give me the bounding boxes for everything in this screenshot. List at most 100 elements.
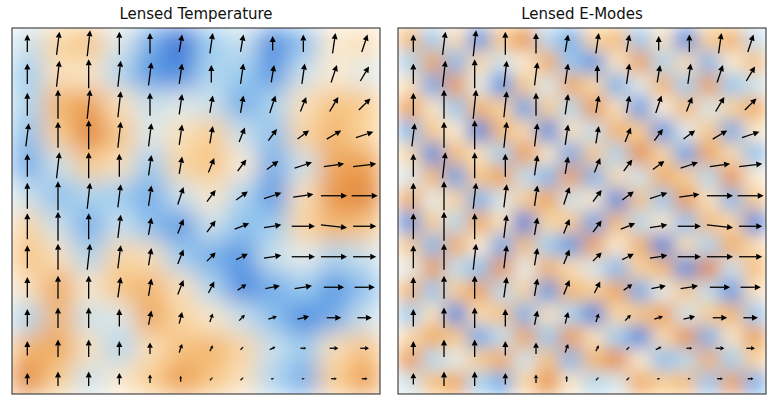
arrow: [55, 244, 61, 270]
heatmap-cell: [720, 303, 744, 326]
heatmap-cell: [513, 211, 537, 234]
heatmap-cell: [536, 303, 560, 326]
heatmap-cell: [513, 371, 537, 394]
heatmap-cell: [421, 371, 445, 394]
arrow: [410, 373, 416, 385]
arrow: [264, 253, 281, 259]
arrow: [241, 377, 244, 380]
heatmap-cell: [743, 348, 766, 371]
arrow: [473, 90, 479, 119]
arrow: [56, 61, 62, 87]
arrow: [472, 340, 478, 357]
heatmap-cell: [43, 333, 74, 364]
heatmap-cell: [165, 120, 196, 151]
arrow: [746, 67, 755, 81]
heatmap-cell: [398, 74, 422, 97]
arrow: [503, 91, 509, 117]
heatmap-cell: [651, 348, 675, 371]
arrow: [117, 245, 123, 268]
heatmap-cell: [559, 28, 583, 51]
arrow: [410, 213, 416, 239]
heatmap-cell: [628, 51, 652, 74]
heatmap-cell: [605, 303, 629, 326]
heatmap-cell: [135, 59, 166, 90]
heatmap-cell: [605, 97, 629, 120]
panel: Lensed E-Modes: [398, 5, 767, 395]
arrow: [441, 340, 447, 357]
heatmap-cell: [319, 242, 350, 273]
arrow: [178, 250, 184, 264]
heatmap-cell: [398, 211, 422, 234]
arrow: [295, 284, 312, 290]
heatmap-cell: [582, 165, 606, 188]
arrow: [472, 152, 478, 178]
arrow: [748, 377, 754, 380]
arrow: [716, 346, 725, 350]
heatmap-cell: [319, 181, 350, 212]
heatmap-cell: [398, 97, 422, 120]
heatmap-cell: [421, 142, 445, 165]
arrow: [238, 284, 247, 290]
arrow: [327, 130, 341, 139]
heatmap-cell: [43, 181, 74, 212]
heatmap-cell: [559, 188, 583, 211]
arrow: [240, 96, 246, 113]
heatmap-cell: [319, 333, 350, 364]
arrow: [533, 342, 539, 354]
heatmap-cell: [467, 120, 491, 143]
arrow: [208, 65, 214, 82]
arrow: [503, 184, 509, 207]
heatmap-cell: [536, 142, 560, 165]
heatmap-cell: [559, 348, 583, 371]
heatmap-cell: [349, 89, 380, 120]
heatmap-cell: [257, 150, 288, 181]
arrow: [292, 254, 315, 260]
arrow: [656, 65, 662, 82]
heatmap-cell: [628, 165, 652, 188]
heatmap-cell: [651, 74, 675, 97]
heatmap-cell: [536, 348, 560, 371]
heatmap-cell: [467, 142, 491, 165]
heatmap-cell: [288, 181, 319, 212]
arrow: [300, 97, 306, 111]
heatmap-cell: [743, 165, 766, 188]
arrow: [147, 33, 153, 53]
heatmap-cell: [743, 74, 766, 97]
arrow: [86, 372, 92, 386]
heatmap-cell: [743, 188, 766, 211]
heatmap-cell: [605, 325, 629, 348]
arrow: [410, 341, 416, 355]
arrow: [410, 64, 416, 84]
heatmap-cell: [349, 59, 380, 90]
heatmap-cell: [319, 28, 350, 59]
heatmap-cell: [513, 97, 537, 120]
heatmap-cell: [536, 234, 560, 257]
heatmap-cell: [227, 211, 258, 242]
arrow: [410, 154, 416, 177]
heatmap-cell: [605, 165, 629, 188]
heatmap-cell: [467, 371, 491, 394]
arrow: [503, 122, 509, 148]
arrow: [710, 284, 730, 290]
arrow: [626, 35, 632, 52]
heatmap-cell: [196, 120, 227, 151]
arrow: [292, 223, 315, 229]
arrow: [331, 377, 337, 380]
arrow: [268, 315, 277, 319]
arrow: [86, 152, 92, 178]
arrow: [330, 97, 339, 111]
heatmap-cell: [73, 303, 104, 334]
heatmap-cell: [582, 120, 606, 143]
heatmap-cell: [349, 211, 380, 242]
deflection-field: [410, 30, 763, 386]
arrow: [179, 376, 182, 382]
arrow: [441, 122, 447, 148]
heatmap-cell: [73, 89, 104, 120]
heatmap-cell: [43, 364, 74, 395]
heatmap-cell: [196, 333, 227, 364]
arrow: [267, 161, 279, 170]
heatmap-cell: [490, 348, 514, 371]
arrow: [748, 35, 755, 52]
arrow: [410, 183, 416, 209]
heatmap-cell: [651, 120, 675, 143]
